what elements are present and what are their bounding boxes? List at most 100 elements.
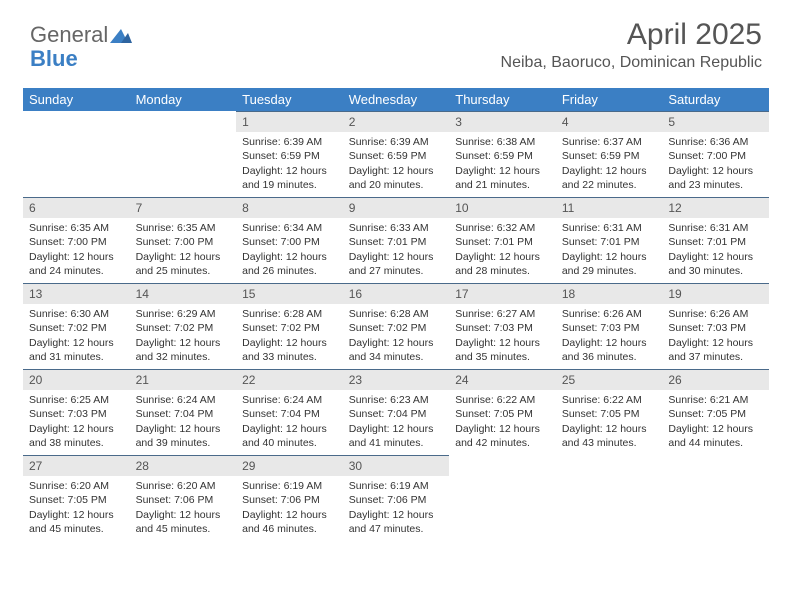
sunset-line: Sunset: 7:02 PM	[136, 321, 231, 335]
calendar-day: 12Sunrise: 6:31 AMSunset: 7:01 PMDayligh…	[662, 197, 769, 283]
day-number: 7	[130, 197, 237, 218]
calendar-day: 25Sunrise: 6:22 AMSunset: 7:05 PMDayligh…	[556, 369, 663, 455]
day-details: Sunrise: 6:24 AMSunset: 7:04 PMDaylight:…	[236, 390, 343, 454]
sunset-line: Sunset: 7:03 PM	[562, 321, 657, 335]
day-number: 21	[130, 369, 237, 390]
sunset-line: Sunset: 7:06 PM	[349, 493, 444, 507]
day-details: Sunrise: 6:35 AMSunset: 7:00 PMDaylight:…	[23, 218, 130, 282]
sunrise-line: Sunrise: 6:20 AM	[136, 479, 231, 493]
calendar-day: 10Sunrise: 6:32 AMSunset: 7:01 PMDayligh…	[449, 197, 556, 283]
sunrise-line: Sunrise: 6:23 AM	[349, 393, 444, 407]
day-number: 10	[449, 197, 556, 218]
sunset-line: Sunset: 7:01 PM	[455, 235, 550, 249]
daylight-line: Daylight: 12 hours and 36 minutes.	[562, 336, 657, 364]
sunrise-line: Sunrise: 6:24 AM	[242, 393, 337, 407]
day-header: Sunday	[23, 88, 130, 111]
day-details: Sunrise: 6:33 AMSunset: 7:01 PMDaylight:…	[343, 218, 450, 282]
day-details: Sunrise: 6:28 AMSunset: 7:02 PMDaylight:…	[236, 304, 343, 368]
sunrise-line: Sunrise: 6:20 AM	[29, 479, 124, 493]
day-details: Sunrise: 6:26 AMSunset: 7:03 PMDaylight:…	[556, 304, 663, 368]
day-number: 20	[23, 369, 130, 390]
sunset-line: Sunset: 7:06 PM	[136, 493, 231, 507]
sunrise-line: Sunrise: 6:29 AM	[136, 307, 231, 321]
sunrise-line: Sunrise: 6:19 AM	[349, 479, 444, 493]
day-number: 28	[130, 455, 237, 476]
day-details: Sunrise: 6:27 AMSunset: 7:03 PMDaylight:…	[449, 304, 556, 368]
sunrise-line: Sunrise: 6:34 AM	[242, 221, 337, 235]
calendar-day: 15Sunrise: 6:28 AMSunset: 7:02 PMDayligh…	[236, 283, 343, 369]
sunset-line: Sunset: 6:59 PM	[242, 149, 337, 163]
day-details: Sunrise: 6:29 AMSunset: 7:02 PMDaylight:…	[130, 304, 237, 368]
daylight-line: Daylight: 12 hours and 45 minutes.	[136, 508, 231, 536]
day-details: Sunrise: 6:38 AMSunset: 6:59 PMDaylight:…	[449, 132, 556, 196]
day-number: 4	[556, 111, 663, 132]
day-number: 9	[343, 197, 450, 218]
title-block: April 2025 Neiba, Baoruco, Dominican Rep…	[501, 18, 762, 72]
day-details: Sunrise: 6:22 AMSunset: 7:05 PMDaylight:…	[449, 390, 556, 454]
daylight-line: Daylight: 12 hours and 21 minutes.	[455, 164, 550, 192]
calendar-day: 14Sunrise: 6:29 AMSunset: 7:02 PMDayligh…	[130, 283, 237, 369]
daylight-line: Daylight: 12 hours and 43 minutes.	[562, 422, 657, 450]
sunset-line: Sunset: 7:00 PM	[29, 235, 124, 249]
calendar-day: 3Sunrise: 6:38 AMSunset: 6:59 PMDaylight…	[449, 111, 556, 197]
sunrise-line: Sunrise: 6:33 AM	[349, 221, 444, 235]
day-number: 25	[556, 369, 663, 390]
daylight-line: Daylight: 12 hours and 37 minutes.	[668, 336, 763, 364]
daylight-line: Daylight: 12 hours and 19 minutes.	[242, 164, 337, 192]
daylight-line: Daylight: 12 hours and 44 minutes.	[668, 422, 763, 450]
sunset-line: Sunset: 7:03 PM	[455, 321, 550, 335]
sunrise-line: Sunrise: 6:21 AM	[668, 393, 763, 407]
day-details: Sunrise: 6:36 AMSunset: 7:00 PMDaylight:…	[662, 132, 769, 196]
calendar-day: 8Sunrise: 6:34 AMSunset: 7:00 PMDaylight…	[236, 197, 343, 283]
sunrise-line: Sunrise: 6:28 AM	[349, 307, 444, 321]
daylight-line: Daylight: 12 hours and 38 minutes.	[29, 422, 124, 450]
location-text: Neiba, Baoruco, Dominican Republic	[501, 54, 762, 72]
calendar-day: 5Sunrise: 6:36 AMSunset: 7:00 PMDaylight…	[662, 111, 769, 197]
calendar-week: 1Sunrise: 6:39 AMSunset: 6:59 PMDaylight…	[23, 111, 769, 197]
calendar-day: 20Sunrise: 6:25 AMSunset: 7:03 PMDayligh…	[23, 369, 130, 455]
day-details: Sunrise: 6:32 AMSunset: 7:01 PMDaylight:…	[449, 218, 556, 282]
day-details: Sunrise: 6:19 AMSunset: 7:06 PMDaylight:…	[343, 476, 450, 540]
day-details: Sunrise: 6:22 AMSunset: 7:05 PMDaylight:…	[556, 390, 663, 454]
calendar-day: 27Sunrise: 6:20 AMSunset: 7:05 PMDayligh…	[23, 455, 130, 541]
day-details: Sunrise: 6:34 AMSunset: 7:00 PMDaylight:…	[236, 218, 343, 282]
calendar-day: 16Sunrise: 6:28 AMSunset: 7:02 PMDayligh…	[343, 283, 450, 369]
sunset-line: Sunset: 7:04 PM	[242, 407, 337, 421]
calendar-day: 17Sunrise: 6:27 AMSunset: 7:03 PMDayligh…	[449, 283, 556, 369]
calendar-table: SundayMondayTuesdayWednesdayThursdayFrid…	[23, 88, 769, 541]
day-header: Thursday	[449, 88, 556, 111]
day-number: 8	[236, 197, 343, 218]
daylight-line: Daylight: 12 hours and 27 minutes.	[349, 250, 444, 278]
daylight-line: Daylight: 12 hours and 26 minutes.	[242, 250, 337, 278]
calendar-day: 7Sunrise: 6:35 AMSunset: 7:00 PMDaylight…	[130, 197, 237, 283]
sunset-line: Sunset: 7:06 PM	[242, 493, 337, 507]
daylight-line: Daylight: 12 hours and 23 minutes.	[668, 164, 763, 192]
calendar-day: 1Sunrise: 6:39 AMSunset: 6:59 PMDaylight…	[236, 111, 343, 197]
day-header: Monday	[130, 88, 237, 111]
daylight-line: Daylight: 12 hours and 31 minutes.	[29, 336, 124, 364]
daylight-line: Daylight: 12 hours and 40 minutes.	[242, 422, 337, 450]
sunrise-line: Sunrise: 6:39 AM	[242, 135, 337, 149]
day-details: Sunrise: 6:31 AMSunset: 7:01 PMDaylight:…	[662, 218, 769, 282]
day-details: Sunrise: 6:25 AMSunset: 7:03 PMDaylight:…	[23, 390, 130, 454]
day-number: 2	[343, 111, 450, 132]
calendar-day: 19Sunrise: 6:26 AMSunset: 7:03 PMDayligh…	[662, 283, 769, 369]
daylight-line: Daylight: 12 hours and 35 minutes.	[455, 336, 550, 364]
sunrise-line: Sunrise: 6:30 AM	[29, 307, 124, 321]
daylight-line: Daylight: 12 hours and 42 minutes.	[455, 422, 550, 450]
day-details: Sunrise: 6:39 AMSunset: 6:59 PMDaylight:…	[236, 132, 343, 196]
day-header: Tuesday	[236, 88, 343, 111]
sunrise-line: Sunrise: 6:32 AM	[455, 221, 550, 235]
daylight-line: Daylight: 12 hours and 32 minutes.	[136, 336, 231, 364]
brand-logo-line2: Blue	[30, 46, 78, 72]
day-number: 18	[556, 283, 663, 304]
calendar-day: 23Sunrise: 6:23 AMSunset: 7:04 PMDayligh…	[343, 369, 450, 455]
daylight-line: Daylight: 12 hours and 47 minutes.	[349, 508, 444, 536]
day-details: Sunrise: 6:30 AMSunset: 7:02 PMDaylight:…	[23, 304, 130, 368]
sunrise-line: Sunrise: 6:24 AM	[136, 393, 231, 407]
day-number: 17	[449, 283, 556, 304]
month-title: April 2025	[501, 18, 762, 52]
sunset-line: Sunset: 7:01 PM	[349, 235, 444, 249]
day-number: 16	[343, 283, 450, 304]
calendar-day: 11Sunrise: 6:31 AMSunset: 7:01 PMDayligh…	[556, 197, 663, 283]
